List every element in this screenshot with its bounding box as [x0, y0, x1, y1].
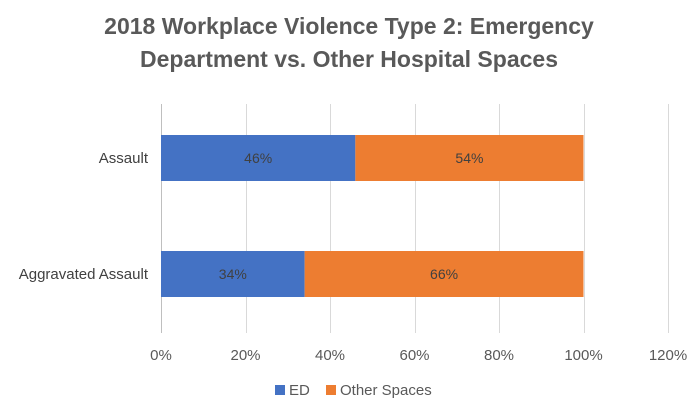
data-label: 34% [219, 266, 247, 282]
chart-title: 2018 Workplace Violence Type 2: Emergenc… [104, 13, 594, 72]
tick-label: 120% [649, 347, 687, 364]
bars: 46% 54% 34% 66% [161, 135, 584, 297]
x-axis-tick-labels: 0% 20% 40% 60% 80% 100% 120% [150, 347, 687, 364]
data-label: 46% [244, 150, 272, 166]
category-label: Assault [99, 150, 149, 167]
bar-ed-1 [161, 251, 305, 297]
bar-other-spaces-1 [304, 251, 584, 297]
category-label: Aggravated Assault [19, 266, 149, 283]
bar-ed-0 [161, 135, 356, 181]
legend-swatch [275, 385, 285, 395]
data-label: 54% [455, 150, 483, 166]
legend-label: ED [289, 382, 310, 399]
tick-label: 60% [399, 347, 429, 364]
tick-label: 40% [315, 347, 345, 364]
category-labels: Assault Aggravated Assault [19, 150, 149, 283]
tick-label: 80% [484, 347, 514, 364]
legend-swatch [326, 385, 336, 395]
data-label: 66% [430, 266, 458, 282]
legend-label: Other Spaces [340, 382, 432, 399]
bar-other-spaces-0 [355, 135, 584, 181]
tick-label: 20% [230, 347, 260, 364]
tick-label: 100% [564, 347, 602, 364]
tick-label: 0% [150, 347, 172, 364]
chart-title-line-2: Department vs. Other Hospital Spaces [140, 46, 558, 72]
chart-title-line-1: 2018 Workplace Violence Type 2: Emergenc… [104, 13, 594, 39]
legend: ED Other Spaces [275, 382, 432, 399]
